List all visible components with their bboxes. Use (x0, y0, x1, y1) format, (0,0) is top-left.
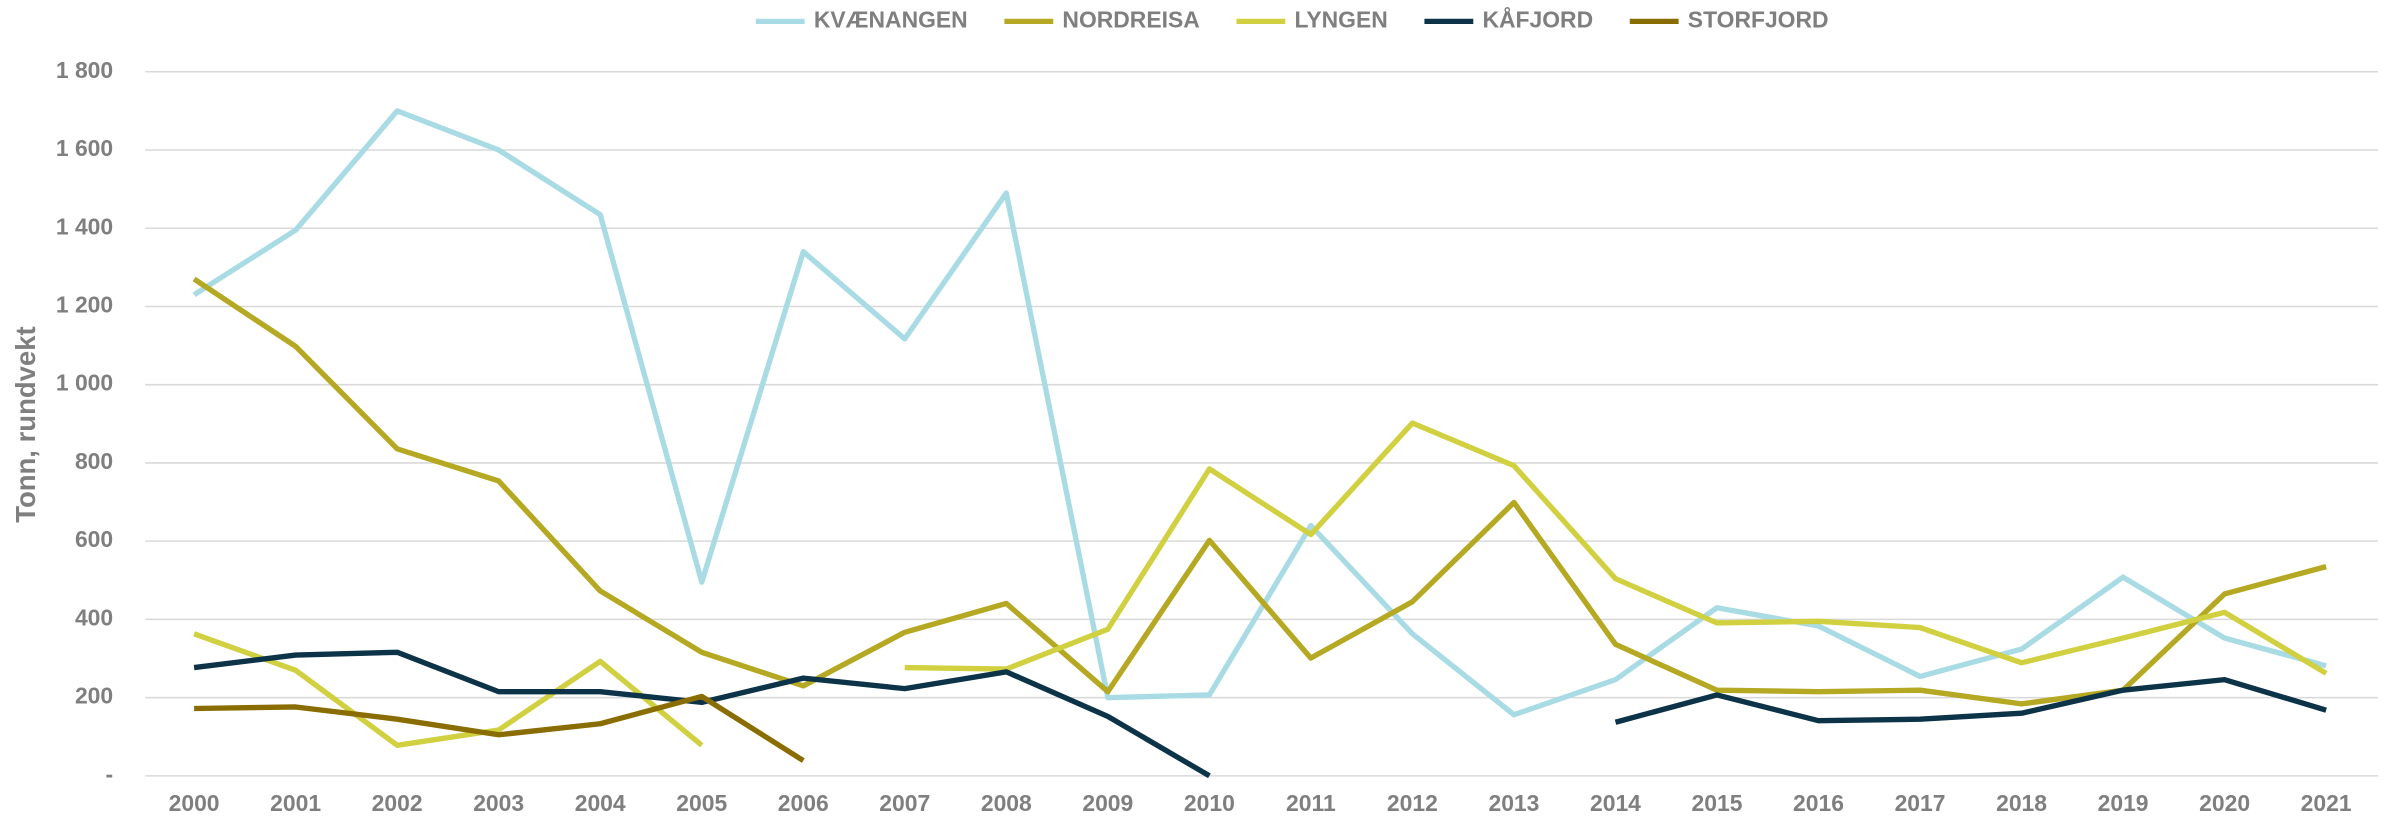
legend-label: KVÆNANGEN (814, 6, 968, 32)
x-tick-label: 2011 (1286, 790, 1336, 816)
x-tick-label: 2021 (2301, 790, 2352, 816)
series-line (192, 276, 2327, 707)
y-tick-label: 1 800 (56, 57, 113, 83)
legend-label: LYNGEN (1294, 6, 1387, 32)
series-line (192, 108, 2327, 718)
x-tick-label: 2015 (1692, 790, 1743, 816)
x-tick-label: 2020 (2199, 790, 2250, 816)
x-tick-label: 2017 (1895, 790, 1946, 816)
x-tick-label: 2009 (1082, 790, 1133, 816)
x-tick-label: 2010 (1184, 790, 1235, 816)
y-axis-title: Tonn, rundvekt (10, 326, 41, 522)
x-tick-label: 2016 (1793, 790, 1844, 816)
series-line (193, 649, 2327, 779)
y-tick-label: 1 600 (56, 135, 113, 161)
y-tick-label: - (106, 761, 114, 787)
x-tick-label: 2006 (778, 790, 829, 816)
x-tick-label: 2002 (372, 790, 423, 816)
x-tick-label: 2014 (1590, 790, 1641, 816)
x-tick-label: 2018 (1996, 790, 2047, 816)
series-line (193, 420, 2328, 748)
x-tick-label: 2001 (270, 790, 321, 816)
x-tick-label: 2004 (575, 790, 626, 816)
legend-label: STORFJORD (1688, 6, 1829, 32)
x-tick-label: 2013 (1488, 790, 1539, 816)
x-tick-label: 2003 (473, 790, 524, 816)
x-tick-label: 2008 (981, 790, 1032, 816)
x-tick-label: 2007 (879, 790, 930, 816)
y-tick-label: 1 000 (56, 370, 113, 396)
y-tick-label: 1 200 (56, 292, 113, 318)
x-tick-label: 2019 (2098, 790, 2149, 816)
legend-label: NORDREISA (1062, 6, 1199, 32)
y-tick-label: 800 (75, 448, 113, 474)
y-tick-label: 200 (75, 683, 113, 709)
y-tick-label: 600 (75, 526, 113, 552)
x-tick-label: 2012 (1387, 790, 1438, 816)
y-tick-label: 400 (75, 604, 113, 630)
y-tick-label: 1 400 (56, 213, 113, 239)
x-tick-label: 2005 (676, 790, 727, 816)
legend-label: KÅFJORD (1482, 6, 1593, 32)
series-line (194, 693, 805, 763)
x-tick-label: 2000 (169, 790, 220, 816)
